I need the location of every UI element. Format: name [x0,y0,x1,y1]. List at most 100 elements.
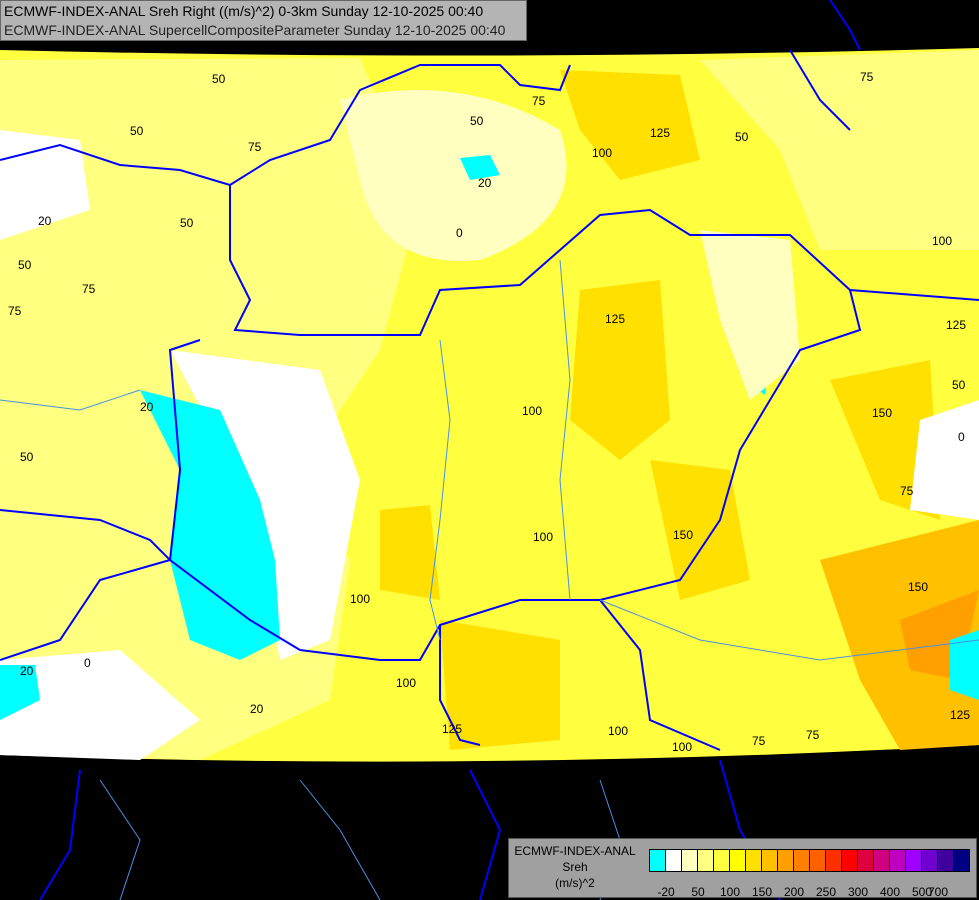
legend-tick-label: 400 [879,885,901,899]
contour-label: 50 [952,378,966,392]
field-white-sw [0,650,200,760]
legend-color-box [906,850,922,871]
contour-label: 20 [250,702,264,716]
field-pale-ne [700,50,979,250]
contour-label: 100 [608,724,629,738]
title-line-sreh: ECMWF-INDEX-ANAL Sreh Right ((m/s)^2) 0-… [4,3,484,19]
contour-label: 0 [958,430,965,444]
legend-tick-label: 100 [719,885,741,899]
field-cyan-lake [140,390,280,660]
contour-label: 125 [442,722,463,736]
legend-color-box [826,850,842,871]
field-gold-south [440,620,560,750]
contour-label: 50 [212,72,226,86]
field-white-west [0,130,90,240]
legend-tick-label: 500 [911,885,933,899]
title-line-scp: ECMWF-INDEX-ANAL SupercellCompositeParam… [4,22,506,38]
contour-label: 20 [38,214,52,228]
field-gold-sw [380,505,440,600]
field-pale-east [700,230,800,400]
field-cyan-west [0,665,40,720]
contour-label: 100 [932,234,953,248]
legend-tick-label: 300 [847,885,869,899]
legend-color-box [746,850,762,871]
shaded-fields [0,50,979,760]
legend-tick-label: 700 [927,885,949,899]
contour-label: 150 [872,406,893,420]
contour-label: 50 [130,124,144,138]
contour-label: 100 [396,676,417,690]
legend-color-box [698,850,714,871]
legend-unit: (m/s)^2 [555,876,595,890]
legend-title: ECMWF-INDEX-ANAL [514,844,636,858]
field-gold-north [560,70,700,180]
legend-color-box [794,850,810,871]
contour-label: 20 [478,176,492,190]
contour-label: 50 [180,216,194,230]
contour-label: 20 [20,664,34,678]
legend-tick-label: 50 [691,885,705,899]
contour-label: 75 [8,304,22,318]
field-orange-east [820,520,979,750]
legend-color-box [778,850,794,871]
field-pale-north [340,90,567,261]
contour-label: 75 [900,484,914,498]
legend-tick-label: -20 [657,885,675,899]
contour-label: 75 [532,94,546,108]
country-borders [0,49,979,751]
field-cyan-se [950,630,979,700]
field-cyan-north [460,155,500,180]
legend-color-box [874,850,890,871]
contour-label: 100 [533,530,554,544]
legend-color-box [922,850,938,871]
legend-color-box [810,850,826,871]
legend-text: ECMWF-INDEX-ANAL Sreh (m/s)^2 [511,843,639,891]
map-title-box: ECMWF-INDEX-ANAL Sreh Right ((m/s)^2) 0-… [0,0,527,41]
legend-color-box [938,850,954,871]
contour-label: 0 [456,226,463,240]
contour-label: 50 [735,130,749,144]
legend-color-box [714,850,730,871]
contour-label: 75 [860,70,874,84]
legend-color-bar [649,849,970,872]
contour-label: 125 [605,312,626,326]
contour-label: 50 [20,450,34,464]
legend-color-box [650,850,666,871]
contour-label: 20 [140,400,154,414]
contour-label: 100 [592,146,613,160]
color-legend: ECMWF-INDEX-ANAL Sreh (m/s)^2 -20 50 100 15… [508,838,977,899]
contour-label: 75 [82,282,96,296]
legend-color-box [842,850,858,871]
field-gold-east [830,360,940,520]
contour-label: 125 [650,126,671,140]
contour-label: 0 [84,656,91,670]
contour-label: 150 [908,580,929,594]
contour-label: 75 [248,140,262,154]
field-gold-se [650,460,750,600]
contour-label: 100 [350,592,371,606]
legend-tick-label: 150 [751,885,773,899]
contour-label: 150 [673,528,694,542]
field-gold-center [570,280,670,460]
legend-tick-label: 200 [783,885,805,899]
legend-color-box [890,850,906,871]
legend-color-box [954,850,969,871]
legend-color-box [858,850,874,871]
legend-color-box [666,850,682,871]
contour-label: 50 [470,114,484,128]
contour-label: 100 [672,740,693,754]
legend-color-box [762,850,778,871]
contour-label: 50 [18,258,32,272]
contour-label: 125 [946,318,967,332]
legend-tick-label: 250 [815,885,837,899]
legend-variable: Sreh [562,860,588,874]
field-white-ne [910,400,979,520]
contour-label: 75 [806,728,820,742]
contour-label: 75 [752,734,766,748]
contour-label: 125 [950,708,971,722]
contour-label: 100 [522,404,543,418]
legend-color-box [730,850,746,871]
legend-color-box [682,850,698,871]
